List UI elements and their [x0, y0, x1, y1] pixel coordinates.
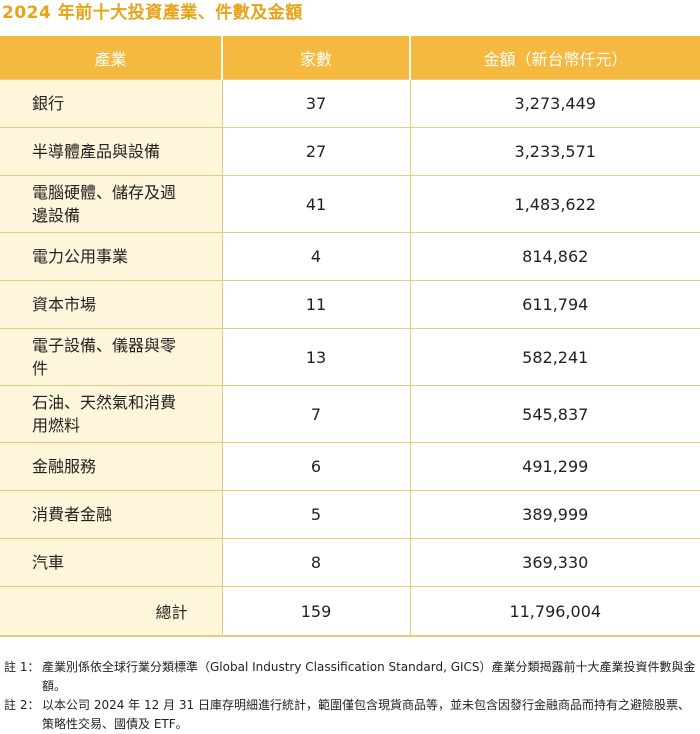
page-title: 2024 年前十大投資產業、件數及金額	[2, 3, 303, 23]
industry-cell: 金融服務	[0, 442, 222, 491]
count-cell: 7	[221, 385, 410, 443]
amount-cell: 491,299	[409, 442, 700, 491]
total-count: 159	[221, 586, 410, 637]
count-cell: 8	[221, 538, 410, 587]
header-industry: 產業	[0, 36, 222, 80]
amount-cell: 1,483,622	[409, 175, 700, 233]
count-cell: 13	[221, 328, 410, 386]
table-row: 銀行 37 3,273,449	[0, 79, 700, 128]
amount-cell: 389,999	[409, 490, 700, 539]
footnote-label: 註 1：	[4, 660, 40, 674]
footnote-text: 產業別係依全球行業分類標準（Global Industry Classifica…	[42, 660, 696, 693]
industry-cell: 汽車	[0, 538, 222, 587]
industry-cell: 電子設備、儀器與零件	[0, 328, 222, 386]
industry-cell: 電力公用事業	[0, 232, 222, 281]
table-row: 消費者金融 5 389,999	[0, 490, 700, 539]
amount-cell: 369,330	[409, 538, 700, 587]
count-cell: 4	[221, 232, 410, 281]
table-row: 電力公用事業 4 814,862	[0, 232, 700, 281]
table-row: 汽車 8 369,330	[0, 538, 700, 587]
table-row: 半導體產品與設備 27 3,233,571	[0, 127, 700, 176]
industry-cell: 半導體產品與設備	[0, 127, 222, 176]
amount-cell: 814,862	[409, 232, 700, 281]
table-row: 資本市場 11 611,794	[0, 280, 700, 329]
footnote-text: 以本公司 2024 年 12 月 31 日庫存明細進行統計，範圍僅包含現貨商品等…	[42, 698, 690, 731]
footnote-2: 註 2： 以本公司 2024 年 12 月 31 日庫存明細進行統計，範圍僅包含…	[4, 696, 696, 734]
industry-table: 產業 家數 金額（新台幣仟元） 銀行 37 3,273,449 半導體產品與設備…	[0, 36, 700, 637]
industry-cell: 石油、天然氣和消費用燃料	[0, 385, 222, 443]
amount-cell: 545,837	[409, 385, 700, 443]
count-cell: 5	[221, 490, 410, 539]
industry-cell: 電腦硬體、儲存及週邊設備	[0, 175, 222, 233]
amount-cell: 582,241	[409, 328, 700, 386]
footnote-1: 註 1： 產業別係依全球行業分類標準（Global Industry Class…	[4, 658, 696, 696]
footnotes: 註 1： 產業別係依全球行業分類標準（Global Industry Class…	[4, 658, 696, 734]
amount-cell: 611,794	[409, 280, 700, 329]
table-row: 石油、天然氣和消費用燃料 7 545,837	[0, 385, 700, 443]
industry-cell: 消費者金融	[0, 490, 222, 539]
total-amount: 11,796,004	[409, 586, 700, 637]
total-label: 總計	[0, 586, 222, 637]
industry-cell: 資本市場	[0, 280, 222, 329]
amount-cell: 3,273,449	[409, 79, 700, 128]
footnote-label: 註 2：	[4, 698, 40, 712]
count-cell: 41	[221, 175, 410, 233]
industry-cell: 銀行	[0, 79, 222, 128]
table-row: 金融服務 6 491,299	[0, 442, 700, 491]
table-row: 電腦硬體、儲存及週邊設備 41 1,483,622	[0, 175, 700, 233]
count-cell: 27	[221, 127, 410, 176]
total-row: 總計 159 11,796,004	[0, 586, 700, 637]
count-cell: 37	[221, 79, 410, 128]
header-amount: 金額（新台幣仟元）	[409, 36, 700, 80]
table-header-row: 產業 家數 金額（新台幣仟元）	[0, 36, 700, 80]
count-cell: 11	[221, 280, 410, 329]
header-count: 家數	[221, 36, 410, 80]
table-row: 電子設備、儀器與零件 13 582,241	[0, 328, 700, 386]
count-cell: 6	[221, 442, 410, 491]
amount-cell: 3,233,571	[409, 127, 700, 176]
